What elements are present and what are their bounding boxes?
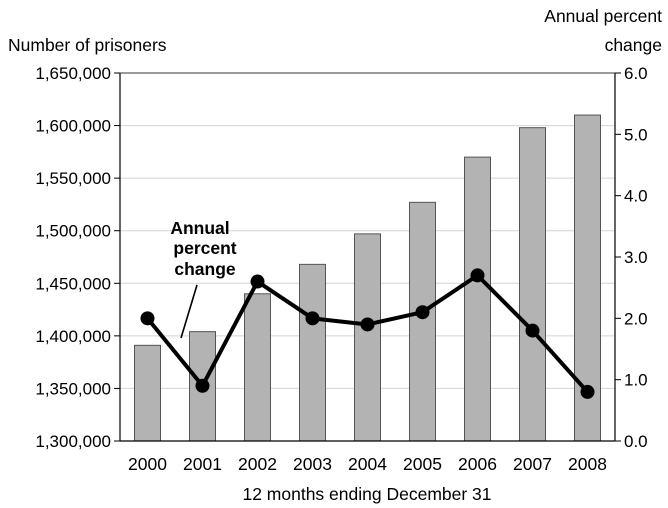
line-series (140, 268, 595, 399)
point-2006 (470, 268, 485, 283)
right-tick-label: 5.0 (624, 125, 648, 144)
bar-2007 (519, 127, 546, 442)
point-2000 (140, 311, 155, 326)
left-tick-label: 1,550,000 (35, 169, 111, 188)
right-tick-label: 4.0 (624, 187, 648, 206)
left-axis-title: Number of prisoners (8, 35, 167, 55)
left-tick-label: 1,350,000 (35, 379, 111, 398)
point-2004 (360, 317, 375, 332)
bar-2006 (464, 156, 491, 442)
bar-2002 (244, 293, 271, 442)
annotation-line-2: percent (173, 238, 236, 258)
x-axis-title: 12 months ending December 31 (242, 484, 491, 504)
bar-series (134, 114, 601, 442)
point-2005 (415, 305, 430, 320)
left-tick-label: 1,300,000 (35, 432, 111, 451)
left-tick-label: 1,400,000 (35, 327, 111, 346)
annotation-line-1: Annual (170, 218, 229, 238)
x-tick-label: 2003 (293, 454, 332, 474)
bar-2004 (354, 233, 381, 442)
x-tick-label: 2008 (568, 454, 607, 474)
annotation-line-3: change (174, 259, 236, 279)
right-tick-label: 0.0 (624, 432, 648, 451)
left-tick-label: 1,450,000 (35, 274, 111, 293)
x-tick-label: 2000 (128, 454, 167, 474)
axes: 1,300,000 1,350,000 1,400,000 1,450,000 1,50… (35, 64, 647, 474)
bar-2003 (299, 263, 326, 442)
x-tick-label: 2006 (458, 454, 497, 474)
point-2002 (250, 274, 265, 289)
point-2007 (525, 323, 540, 338)
x-tick-label: 2005 (403, 454, 442, 474)
right-tick-label: 2.0 (624, 309, 648, 328)
left-tick-label: 1,650,000 (35, 64, 111, 83)
left-tick-label: 1,600,000 (35, 117, 111, 136)
annotation-leader-line (180, 284, 198, 339)
right-axis-title-line-1: Annual percent (544, 6, 662, 26)
right-tick-label: 1.0 (624, 371, 648, 390)
right-tick-label: 6.0 (624, 64, 648, 83)
right-tick-label: 3.0 (624, 248, 648, 267)
point-2008 (580, 384, 595, 399)
x-tick-label: 2001 (183, 454, 222, 474)
bar-2005 (409, 201, 436, 442)
point-2003 (305, 311, 320, 326)
bar-2000 (134, 344, 161, 442)
point-2001 (195, 378, 210, 393)
right-axis-title-line-2: change (605, 35, 662, 55)
x-tick-label: 2002 (238, 454, 277, 474)
x-tick-label: 2007 (513, 454, 552, 474)
left-tick-label: 1,500,000 (35, 222, 111, 241)
x-tick-label: 2004 (348, 454, 387, 474)
